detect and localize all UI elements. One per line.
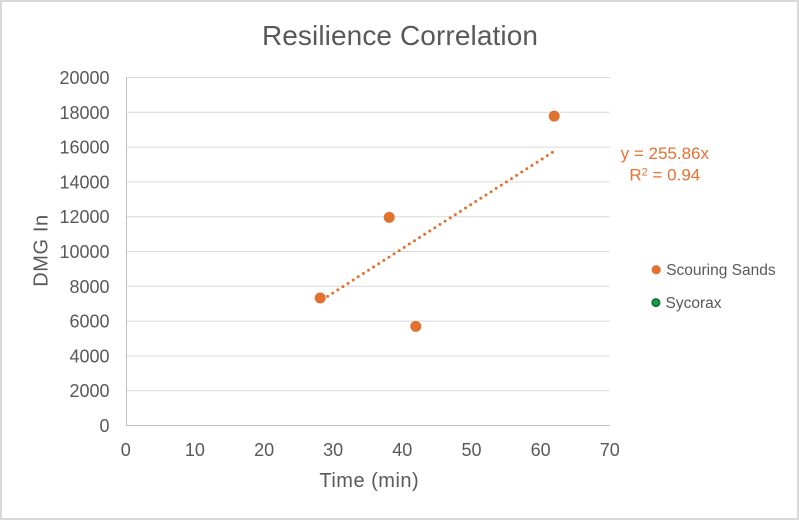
svg-text:y = 255.86x: y = 255.86x xyxy=(621,144,710,163)
svg-text:Resilience Correlation: Resilience Correlation xyxy=(262,20,538,51)
svg-text:6000: 6000 xyxy=(69,312,109,332)
svg-text:R2 = 0.94: R2 = 0.94 xyxy=(629,165,700,184)
svg-text:Sycorax: Sycorax xyxy=(666,295,722,312)
svg-text:4000: 4000 xyxy=(69,346,109,366)
svg-text:2000: 2000 xyxy=(69,381,109,401)
svg-text:Time (min): Time (min) xyxy=(319,470,419,492)
svg-text:16000: 16000 xyxy=(59,138,109,158)
svg-text:0: 0 xyxy=(99,416,109,436)
svg-text:Scouring Sands: Scouring Sands xyxy=(666,262,776,279)
svg-text:12000: 12000 xyxy=(59,207,109,227)
svg-text:10: 10 xyxy=(185,440,205,460)
svg-text:30: 30 xyxy=(323,440,343,460)
svg-text:70: 70 xyxy=(600,440,620,460)
svg-text:20: 20 xyxy=(254,440,274,460)
svg-text:40: 40 xyxy=(392,440,412,460)
svg-text:18000: 18000 xyxy=(59,103,109,123)
svg-text:10000: 10000 xyxy=(59,242,109,262)
svg-text:0: 0 xyxy=(121,440,131,460)
svg-text:50: 50 xyxy=(461,440,481,460)
svg-text:8000: 8000 xyxy=(69,277,109,297)
svg-text:14000: 14000 xyxy=(59,172,109,192)
svg-text:DMG In: DMG In xyxy=(30,214,52,287)
svg-text:60: 60 xyxy=(531,440,551,460)
svg-text:20000: 20000 xyxy=(59,68,109,88)
